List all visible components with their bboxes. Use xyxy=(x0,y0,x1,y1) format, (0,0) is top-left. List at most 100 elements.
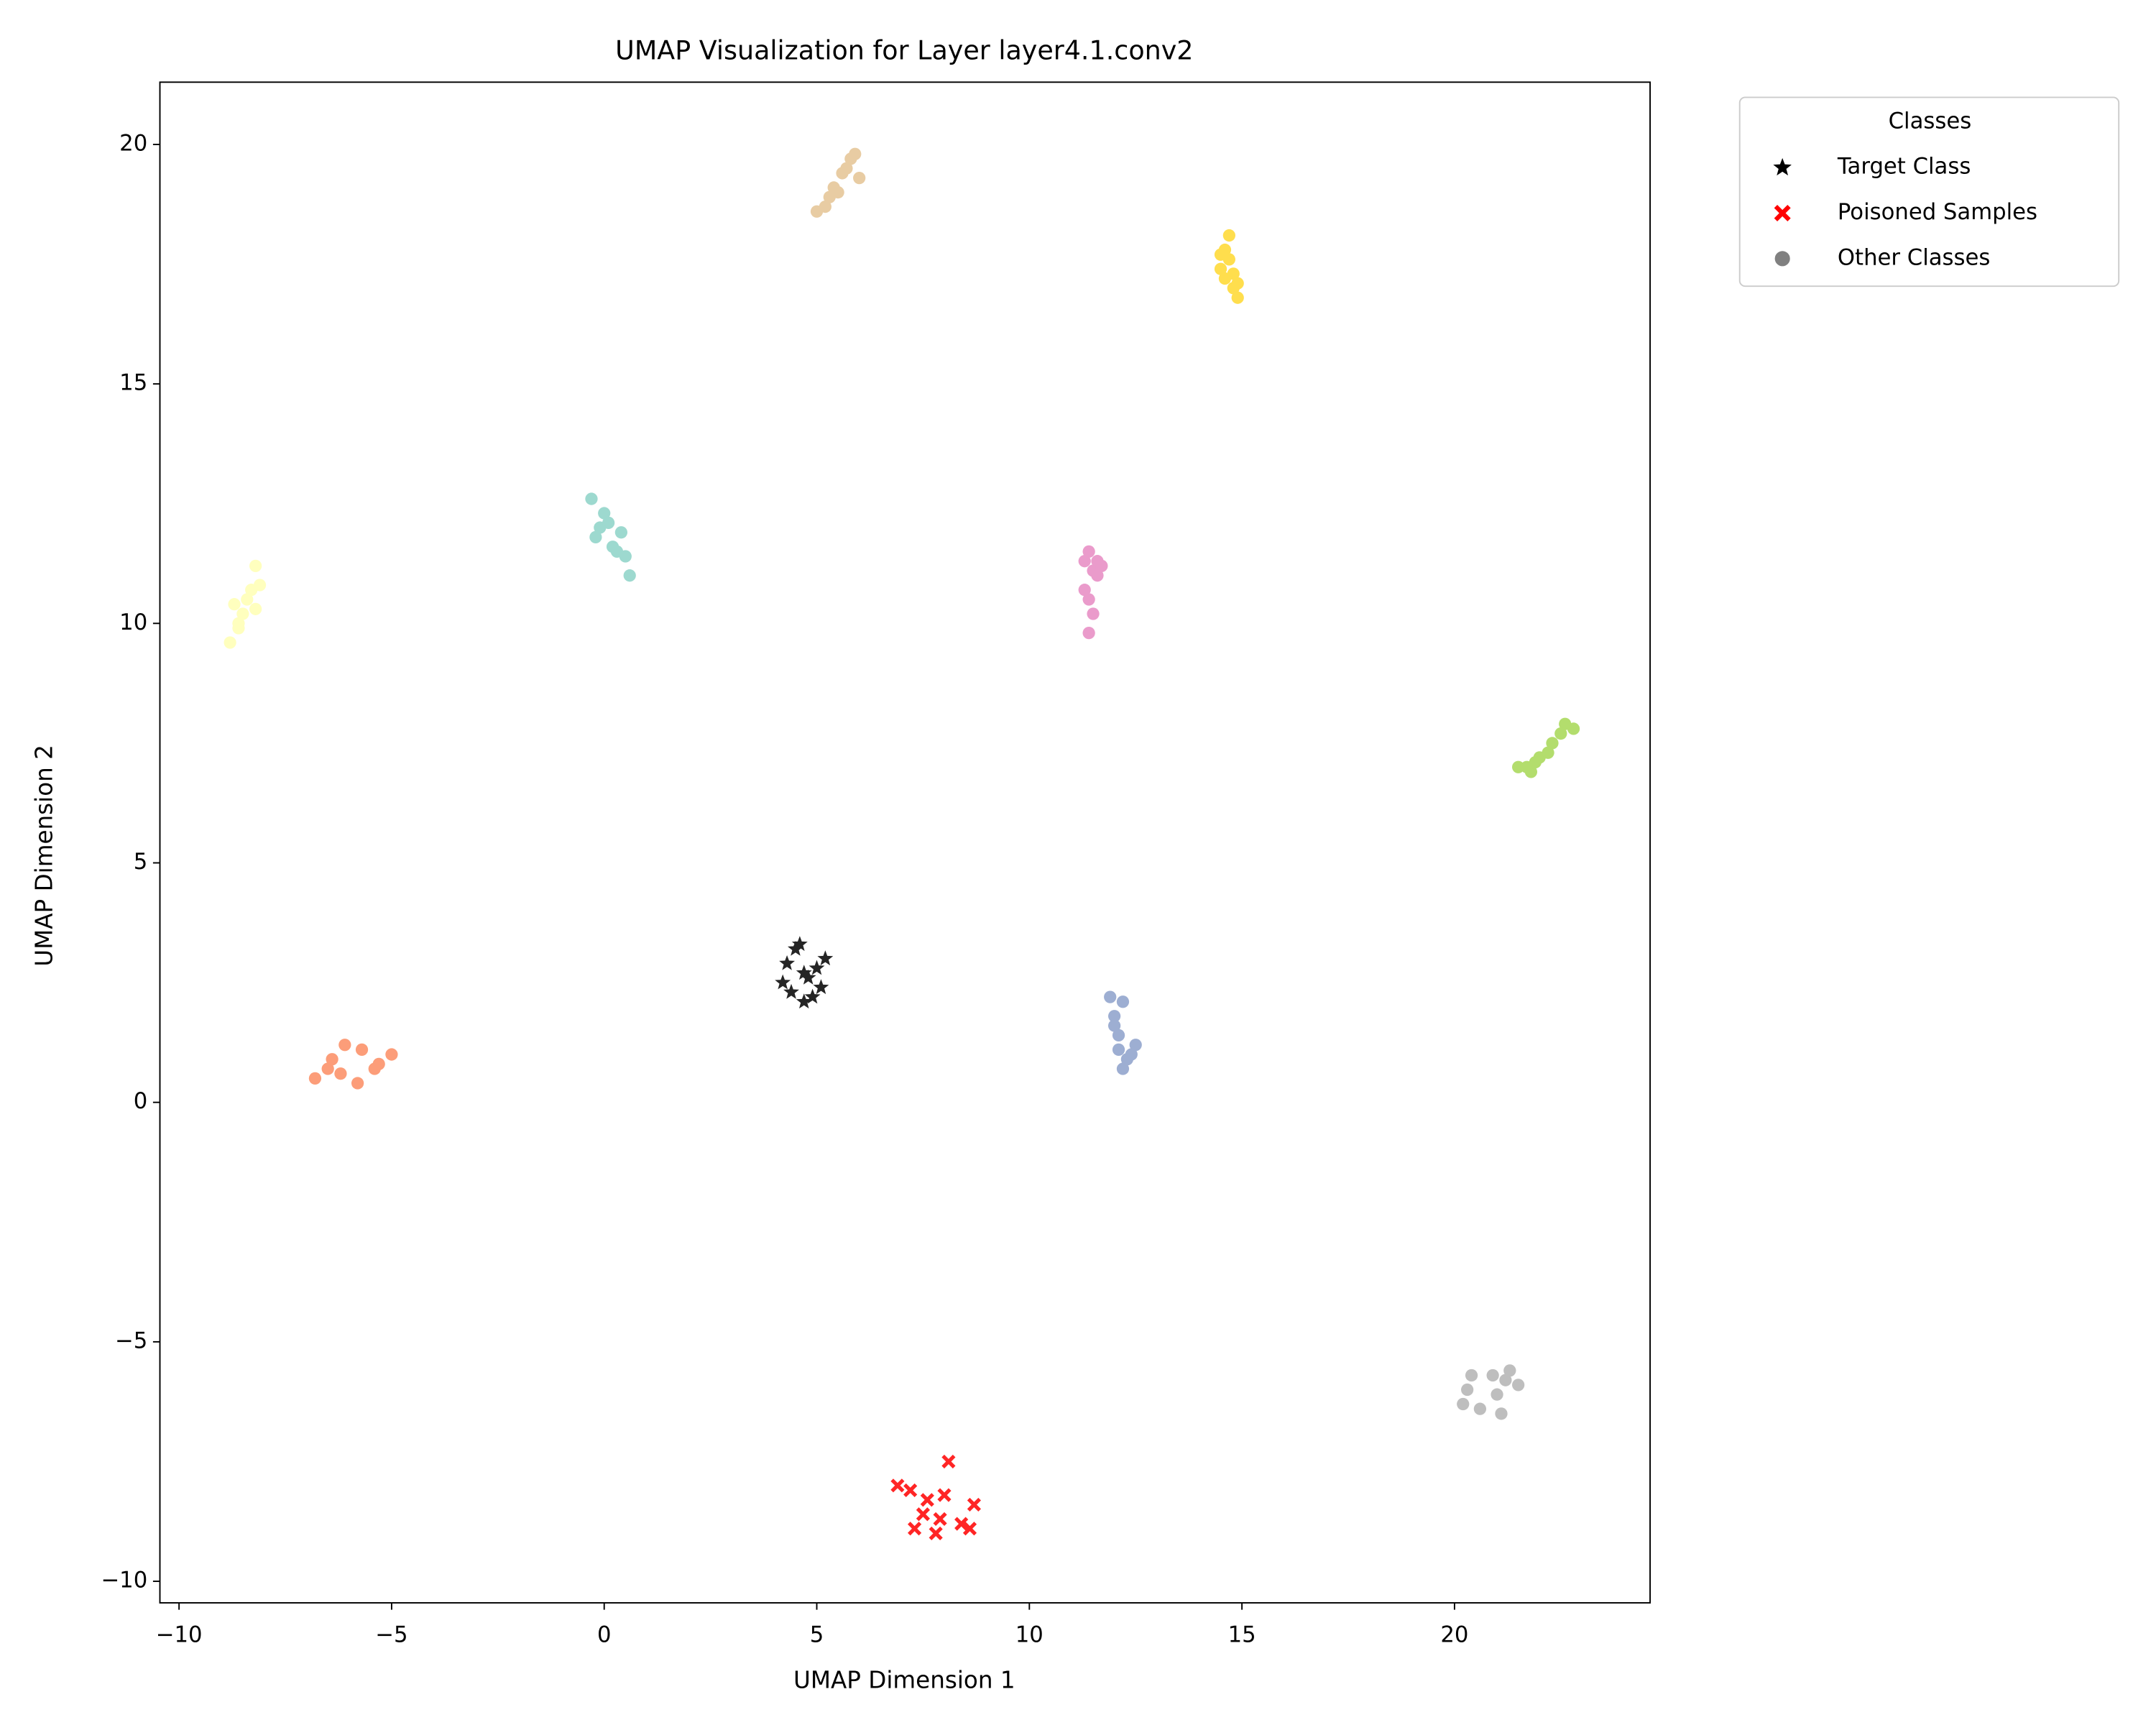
data-point xyxy=(779,954,796,970)
x-tick-label: 15 xyxy=(1228,1623,1256,1648)
data-point xyxy=(1116,1062,1130,1075)
data-point xyxy=(962,1522,977,1536)
data-point xyxy=(853,171,866,185)
data-point xyxy=(1104,990,1117,1003)
data-point xyxy=(804,988,821,1004)
y-tick-label: 5 xyxy=(134,850,148,875)
data-point xyxy=(1461,1383,1474,1397)
data-point xyxy=(933,1512,947,1527)
data-point xyxy=(623,569,636,582)
data-point xyxy=(920,1493,934,1507)
data-point xyxy=(585,492,598,505)
data-point xyxy=(1542,746,1554,759)
data-point xyxy=(1120,1053,1134,1066)
legend-marker xyxy=(1773,157,1792,176)
legend-label: Poisoned Samples xyxy=(1838,200,2037,225)
data-point xyxy=(614,526,628,539)
data-point xyxy=(334,1067,347,1080)
data-point xyxy=(1495,1407,1508,1420)
data-point xyxy=(610,545,624,558)
data-point xyxy=(907,1522,922,1536)
data-point xyxy=(1107,1019,1121,1032)
data-point xyxy=(1465,1368,1478,1382)
data-point xyxy=(385,1048,398,1061)
data-point xyxy=(890,1478,905,1493)
data-point xyxy=(1078,555,1091,568)
data-point xyxy=(1214,262,1227,275)
data-point xyxy=(783,983,799,999)
y-tick-label: 15 xyxy=(119,371,147,396)
data-point xyxy=(338,1039,351,1052)
data-point xyxy=(249,602,262,615)
data-point xyxy=(598,507,611,520)
data-point xyxy=(1491,1388,1503,1401)
data-point xyxy=(1473,1402,1487,1415)
data-point xyxy=(1554,727,1567,740)
data-point xyxy=(1486,1368,1499,1382)
data-point xyxy=(813,979,829,995)
data-point xyxy=(355,1043,369,1057)
data-point xyxy=(929,1526,943,1541)
legend-box xyxy=(1738,96,2120,288)
data-point xyxy=(1087,607,1100,620)
data-point xyxy=(916,1507,931,1522)
legend-title: Classes xyxy=(1889,109,1972,134)
chart-title: UMAP Visualization for Layer layer4.1.co… xyxy=(615,35,1193,66)
data-point xyxy=(787,940,803,956)
y-tick-label: −10 xyxy=(101,1568,147,1593)
data-point xyxy=(1112,1029,1125,1042)
y-tick-label: 10 xyxy=(119,610,147,635)
data-point xyxy=(321,1062,334,1075)
data-point xyxy=(602,516,615,530)
data-point xyxy=(1082,593,1095,606)
plot-frame xyxy=(159,81,1651,1604)
x-tick-label: 0 xyxy=(597,1623,612,1648)
data-point xyxy=(232,622,245,635)
data-point xyxy=(1095,559,1108,572)
data-point xyxy=(937,1488,952,1502)
data-point xyxy=(1227,267,1240,280)
data-point xyxy=(1091,569,1104,582)
data-point xyxy=(228,598,241,611)
data-point xyxy=(249,559,262,572)
data-point xyxy=(849,147,862,160)
data-point xyxy=(326,1053,338,1066)
data-point xyxy=(1499,1374,1512,1386)
y-tick-label: 0 xyxy=(134,1089,148,1114)
y-tick-label: 20 xyxy=(119,131,147,156)
data-point xyxy=(819,200,831,213)
data-point xyxy=(1503,1364,1516,1377)
data-point xyxy=(1078,584,1091,597)
data-point xyxy=(796,965,812,980)
x-tick-label: −5 xyxy=(375,1623,407,1648)
y-axis-label: UMAP Dimension 2 xyxy=(30,745,57,967)
data-point xyxy=(245,584,258,597)
data-point xyxy=(1512,760,1525,773)
points xyxy=(224,147,1580,1541)
data-point xyxy=(796,993,812,1009)
data-point xyxy=(1082,545,1095,558)
legend: Classes Target Class Poisoned Samples Other… xyxy=(1738,96,2120,288)
data-point xyxy=(241,593,254,606)
data-point xyxy=(791,936,808,952)
x-tick-label: 5 xyxy=(810,1623,824,1648)
data-point xyxy=(903,1483,918,1498)
data-point xyxy=(1222,229,1235,242)
legend-label: Target Class xyxy=(1837,155,1971,180)
data-point xyxy=(1214,248,1227,261)
legend-marker xyxy=(1774,205,1791,222)
data-point xyxy=(589,530,602,544)
data-point xyxy=(1129,1039,1142,1052)
data-point xyxy=(775,974,791,990)
data-point xyxy=(817,950,834,966)
data-point xyxy=(808,960,825,975)
y-tick-label: −5 xyxy=(115,1328,147,1353)
data-point xyxy=(351,1077,364,1090)
data-point xyxy=(1231,277,1244,290)
legend-label: Other Classes xyxy=(1838,245,1991,270)
data-point xyxy=(967,1497,981,1512)
data-point xyxy=(236,607,249,620)
data-point xyxy=(308,1072,322,1085)
